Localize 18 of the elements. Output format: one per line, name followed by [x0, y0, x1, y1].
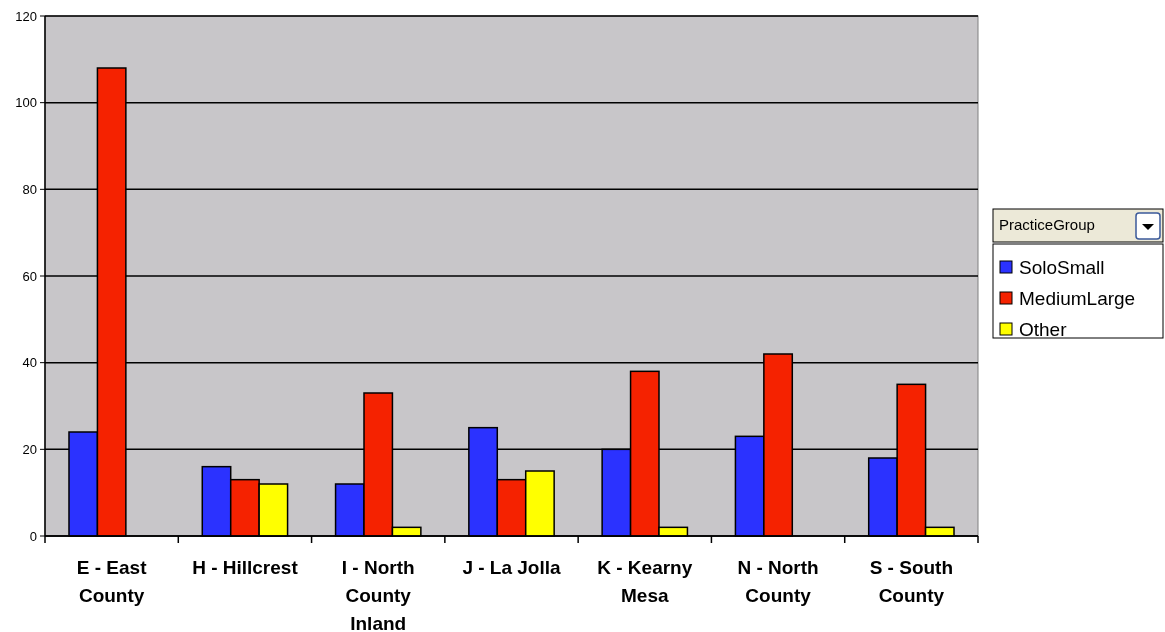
y-tick-label: 20 — [22, 441, 37, 457]
x-tick-label: N - North County — [737, 557, 819, 606]
y-tick-label: 0 — [29, 528, 37, 544]
x-tick-label: J - La Jolla — [462, 557, 562, 578]
x-tick-label: K - Kearny Mesa — [597, 557, 693, 606]
legend-label: MediumLarge — [1019, 287, 1136, 309]
y-tick-label: 120 — [15, 8, 37, 24]
y-tick-label: 60 — [22, 268, 37, 284]
x-tick-label: H - Hillcrest — [192, 557, 299, 578]
y-tick-label: 80 — [22, 181, 37, 197]
y-tick-label: 100 — [15, 95, 37, 111]
legend-label: SoloSmall — [1019, 256, 1105, 278]
x-tick-label: E - East County — [76, 557, 148, 606]
y-tick-label: 40 — [22, 355, 37, 371]
x-tick-label: S - South County — [869, 557, 954, 606]
legend-label: Other — [1019, 318, 1068, 340]
legend-title: PracticeGroup — [999, 216, 1095, 233]
x-tick-label: I - North County Inland — [341, 557, 415, 632]
